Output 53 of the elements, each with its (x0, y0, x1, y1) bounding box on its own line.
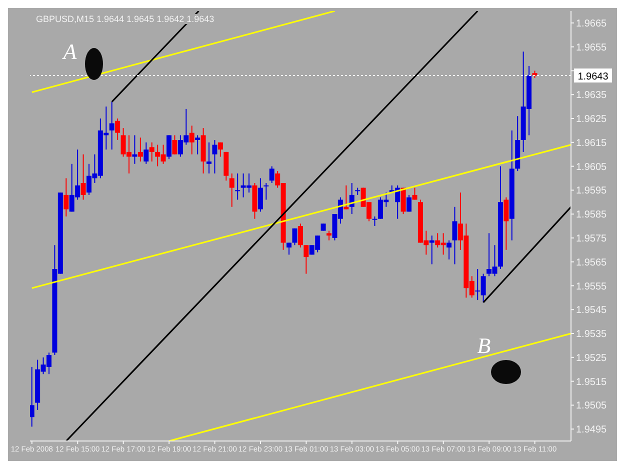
y-tick-label: 1.9585 (576, 210, 608, 221)
candlestick (304, 244, 309, 274)
candlestick (264, 182, 269, 200)
candlestick (446, 240, 452, 260)
candlestick (286, 242, 292, 256)
candlestick (109, 101, 114, 150)
candlestick (504, 196, 509, 250)
candlestick (195, 134, 200, 155)
candlestick (115, 118, 120, 140)
y-tick-label: 1.9635 (576, 90, 608, 102)
ref-line-label: 1.9643 (578, 72, 609, 82)
y-tick-label: 1.9555 (576, 281, 608, 292)
y-tick-label: 1.9665 (576, 18, 608, 30)
y-tick-label: 1.9495 (576, 424, 608, 436)
annotation: B (477, 333, 491, 358)
y-tick-label: 1.9615 (576, 138, 608, 149)
candlestick (138, 137, 143, 162)
y-tick-label: 1.9565 (576, 257, 608, 268)
candlestick (235, 172, 240, 200)
candlestick (212, 140, 218, 174)
candlestick (452, 206, 458, 265)
candlestick (229, 172, 234, 208)
chart-title: GBPUSD,M15 1.9644 1.9645 1.9642 1.9643 (34, 14, 216, 24)
y-tick-label: 1.9505 (576, 400, 608, 412)
candlestick (189, 125, 194, 155)
candlestick (344, 184, 349, 210)
candlestick (326, 230, 332, 241)
candlestick (224, 151, 229, 182)
candlestick (258, 178, 263, 212)
annotation: A (61, 39, 78, 64)
candlestick (80, 154, 86, 200)
candlestick (269, 166, 274, 184)
candlestick (149, 142, 154, 162)
candlestick (206, 142, 212, 174)
candlestick (166, 134, 172, 160)
y-tick-label: 1.9515 (576, 376, 608, 388)
candlestick (298, 223, 303, 248)
y-tick-label: 1.9545 (576, 305, 608, 316)
y-tick-label: 1.9655 (576, 42, 608, 54)
candlestick (30, 366, 34, 428)
y-tick-label: 1.9595 (576, 186, 608, 197)
y-tick-label: 1.9525 (576, 352, 608, 364)
candlestick (218, 142, 223, 158)
candlestick (64, 178, 69, 217)
candlestick (144, 142, 149, 164)
y-tick-label: 1.9605 (576, 162, 608, 173)
y-tick-label: 1.9535 (576, 329, 608, 340)
candlestick (406, 194, 412, 212)
candlestick (172, 134, 178, 155)
y-tick-label: 1.9575 (576, 233, 608, 244)
candlestick (372, 216, 378, 226)
y-tick-label: 1.9625 (576, 114, 608, 126)
candlestick (292, 228, 298, 246)
